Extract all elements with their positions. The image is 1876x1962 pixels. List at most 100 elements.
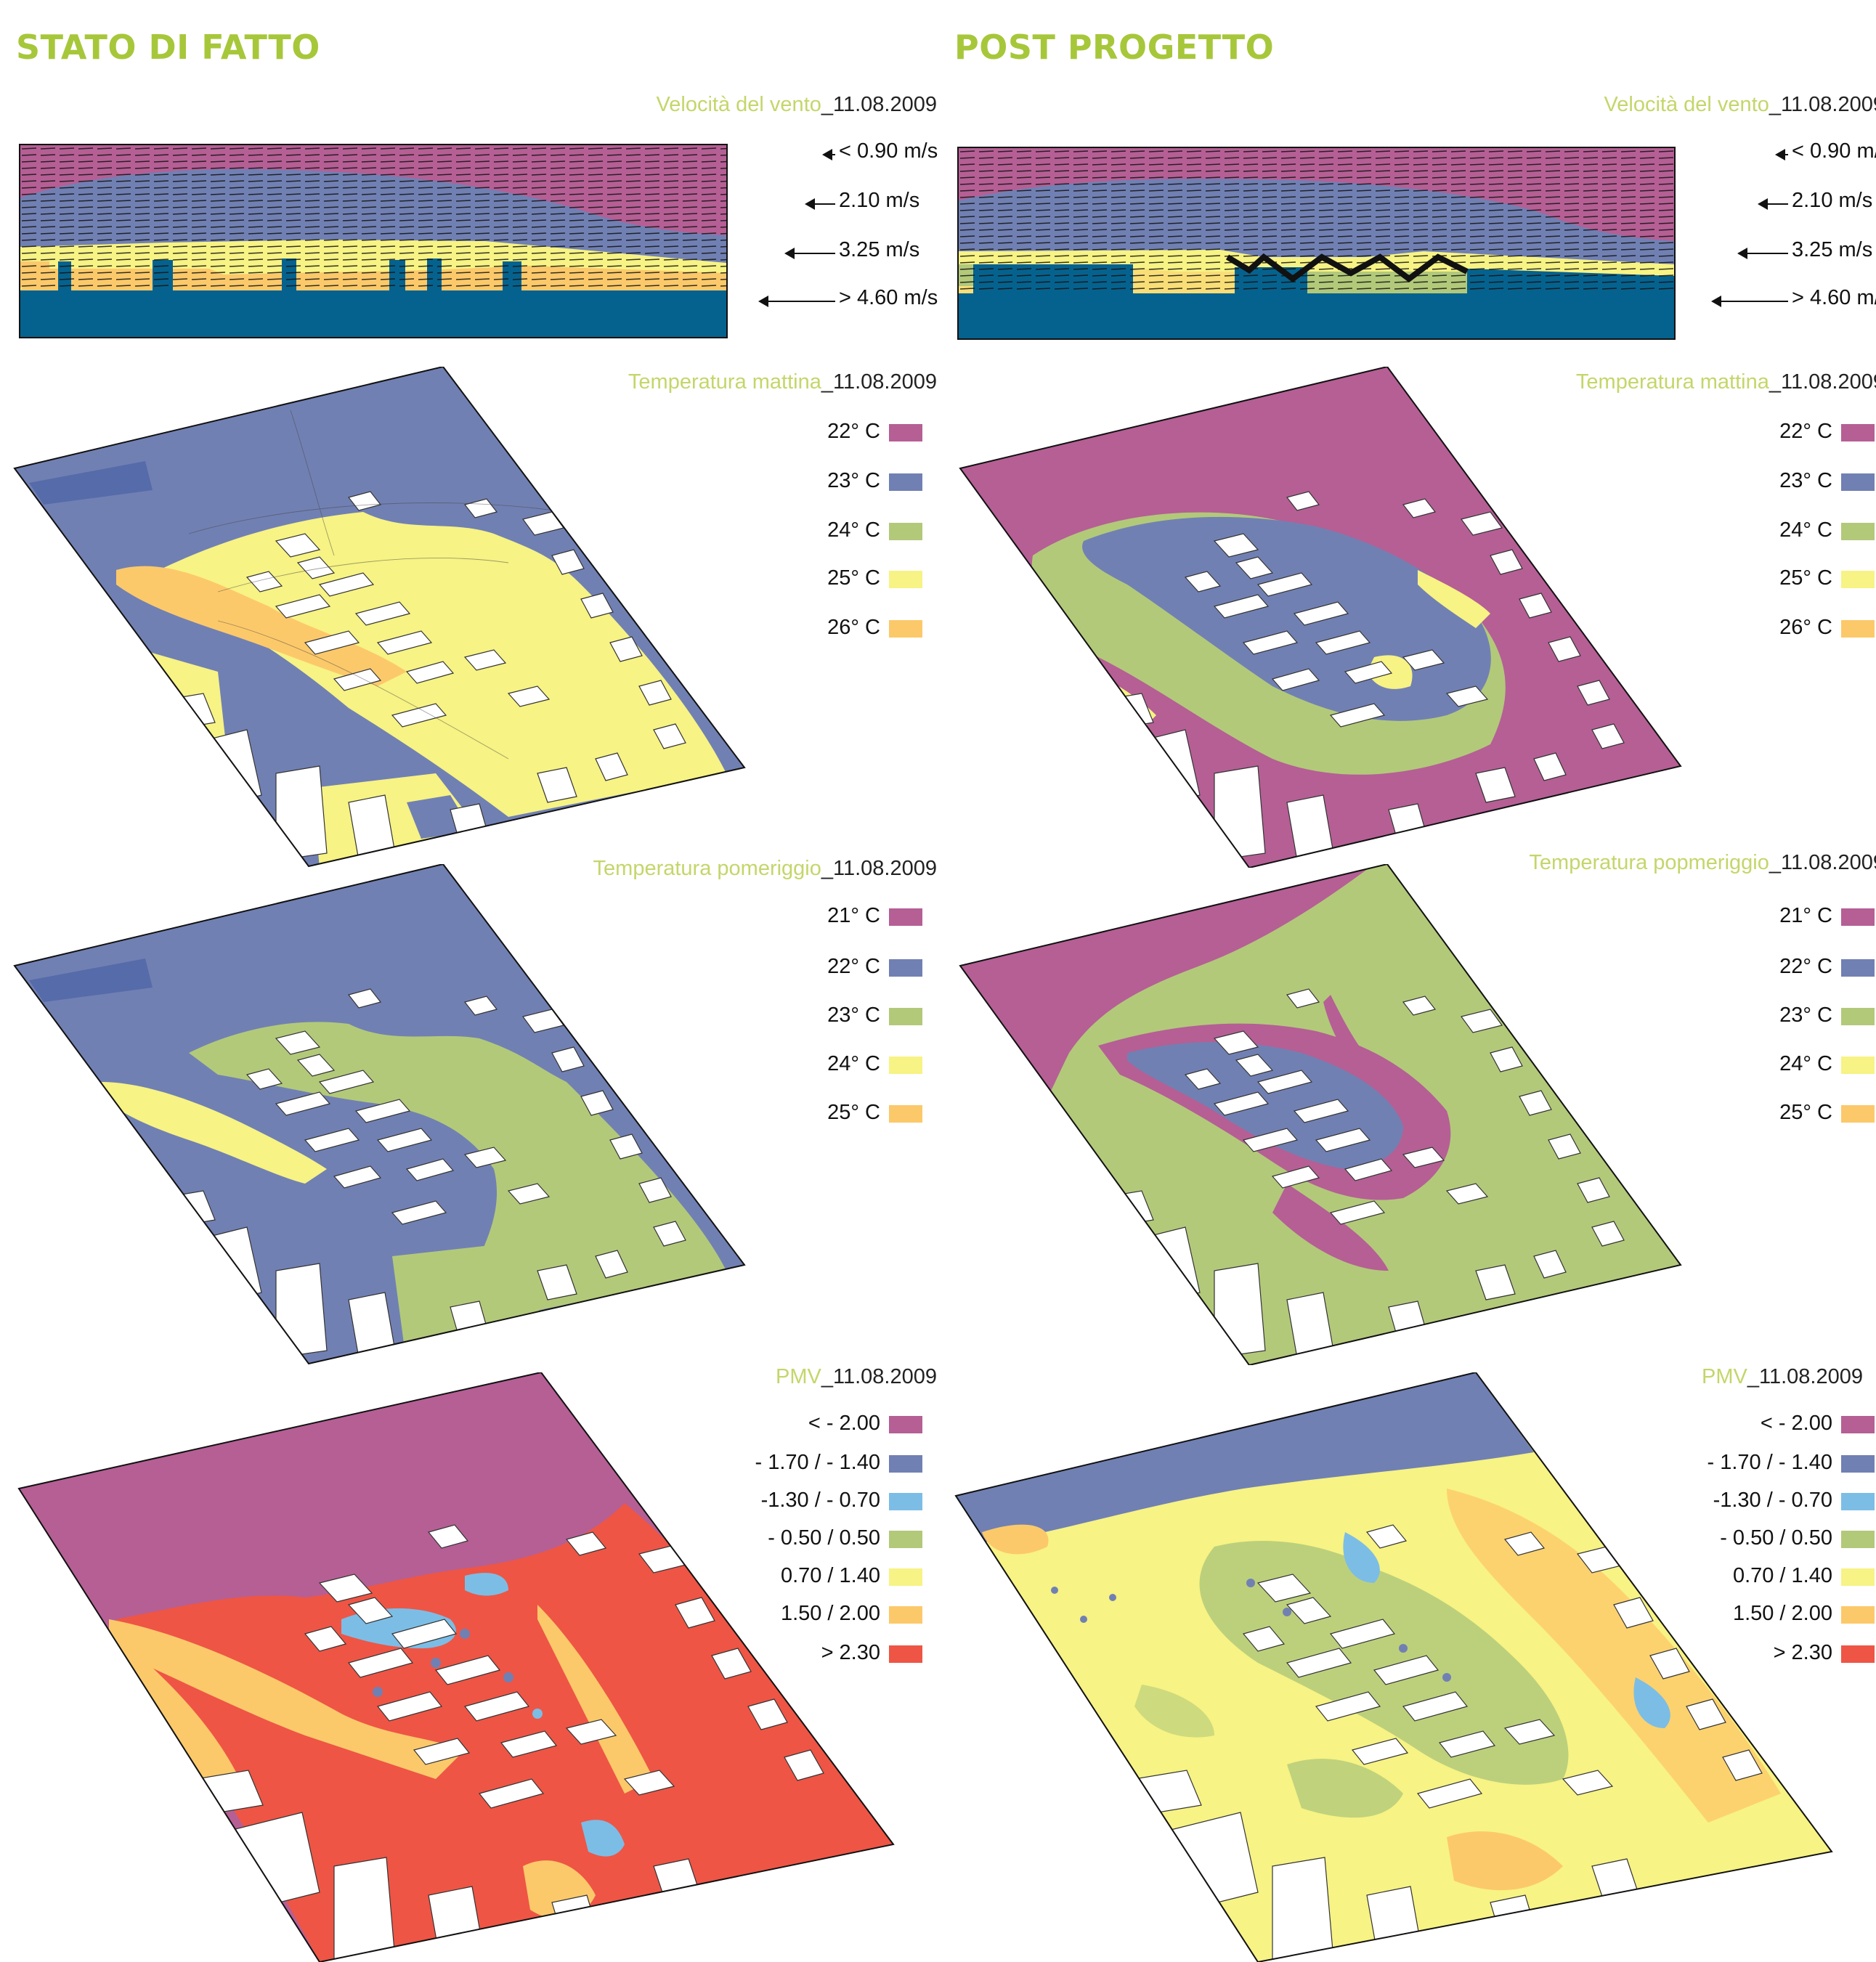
pmv-title: PMV_11.08.2009 xyxy=(1702,1365,1863,1389)
pmv-date: _11.08.2009 xyxy=(821,1365,937,1388)
afternoon-title: Temperatura pomeriggio_11.08.2009 xyxy=(593,857,937,881)
legend-label: 21° C xyxy=(1779,904,1832,927)
legend-label: 1.50 / 2.00 xyxy=(1732,1602,1832,1625)
arrow-left-icon xyxy=(822,149,835,160)
morning-date: _11.08.2009 xyxy=(821,370,937,394)
wind-legend-label: 3.25 m/s xyxy=(1792,238,1873,261)
legend-item: - 0.50 / 0.50 xyxy=(1693,1526,1875,1552)
legend-swatch xyxy=(889,959,922,977)
arrow-left-icon xyxy=(1775,149,1788,160)
wind-legend-item: 2.10 m/s xyxy=(741,189,930,218)
legend-item: 22° C xyxy=(1744,420,1875,446)
wind-legend-label: 3.25 m/s xyxy=(839,238,920,261)
legend-label: 23° C xyxy=(1779,469,1832,492)
wind-date: _11.08.2009 xyxy=(821,93,937,116)
legend-label: 1.50 / 2.00 xyxy=(780,1602,880,1625)
pmv-title: PMV_11.08.2009 xyxy=(776,1365,937,1389)
wind-date: _11.08.2009 xyxy=(1769,93,1876,116)
legend-item: 24° C xyxy=(1744,518,1875,545)
legend-swatch xyxy=(1841,1531,1875,1548)
arrow-left-icon xyxy=(758,296,835,307)
wind-speed-section xyxy=(957,147,1676,340)
legend-item: < - 2.00 xyxy=(741,1412,922,1438)
legend-label: 25° C xyxy=(827,1101,880,1124)
legend-item: -1.30 / - 0.70 xyxy=(741,1489,922,1515)
section-heading: POST PROGETTO xyxy=(954,28,1275,67)
legend-item: 21° C xyxy=(792,904,922,930)
afternoon-date: _11.08.2009 xyxy=(1769,851,1876,874)
legend-label: 22° C xyxy=(827,420,880,443)
legend-item: 25° C xyxy=(1744,566,1875,593)
legend-label: < - 2.00 xyxy=(808,1412,880,1435)
morning-map-graphic xyxy=(959,367,1682,868)
wind-legend-label: > 4.60 m/s xyxy=(1792,286,1876,309)
pmv-map xyxy=(938,1372,1875,1962)
legend-label: 24° C xyxy=(1779,518,1832,542)
legend-item: < - 2.00 xyxy=(1693,1412,1875,1438)
legend-item: 23° C xyxy=(792,469,922,495)
legend-label: 26° C xyxy=(1779,616,1832,639)
section-heading: STATO DI FATTO xyxy=(16,28,320,67)
legend-swatch xyxy=(889,1568,922,1586)
legend-label: 0.70 / 1.40 xyxy=(780,1564,880,1587)
legend-swatch xyxy=(889,1606,922,1624)
legend-swatch xyxy=(889,473,922,491)
pmv-title-text: PMV xyxy=(776,1365,821,1388)
wind-legend-item: < 0.90 m/s xyxy=(741,139,938,168)
wind-legend-label: < 0.90 m/s xyxy=(839,139,938,163)
afternoon-map-graphic xyxy=(959,864,1682,1365)
legend-label: > 2.30 xyxy=(821,1641,880,1664)
legend-item: - 1.70 / - 1.40 xyxy=(1693,1451,1875,1477)
legend-swatch xyxy=(1841,473,1875,491)
legend-label: 22° C xyxy=(1779,955,1832,978)
legend-swatch xyxy=(1841,1568,1875,1586)
legend-label: 25° C xyxy=(1779,1101,1832,1124)
legend-item: 26° C xyxy=(1744,616,1875,642)
wind-legend-item: 3.25 m/s xyxy=(1694,238,1876,267)
legend-label: - 1.70 / - 1.40 xyxy=(1707,1451,1833,1474)
legend-label: 24° C xyxy=(827,518,880,542)
legend-item: > 2.30 xyxy=(1693,1641,1875,1667)
wind-legend-item: > 4.60 m/s xyxy=(1694,286,1876,315)
wind-title-text: Velocità del vento xyxy=(656,93,821,116)
legend-swatch xyxy=(889,571,922,588)
legend-label: > 2.30 xyxy=(1773,1641,1832,1664)
stato-di-fatto-column: STATO DI FATTO Velocità del vento_11.08.… xyxy=(0,0,938,1962)
legend-item: 22° C xyxy=(1744,955,1875,981)
morning-temperature-map xyxy=(938,367,1875,868)
legend-swatch xyxy=(1841,1008,1875,1025)
legend-label: 23° C xyxy=(1779,1004,1832,1027)
afternoon-title-text: Temperatura popmeriggio xyxy=(1529,851,1769,874)
wind-title: Velocità del vento_11.08.2009 xyxy=(1604,93,1876,117)
afternoon-temperature-map xyxy=(938,864,1875,1365)
legend-swatch xyxy=(889,1455,922,1473)
legend-item: 22° C xyxy=(792,420,922,446)
legend-label: - 1.70 / - 1.40 xyxy=(755,1451,881,1474)
legend-item: 21° C xyxy=(1744,904,1875,930)
wind-legend-item: 3.25 m/s xyxy=(741,238,930,267)
legend-label: 21° C xyxy=(827,904,880,927)
legend-swatch xyxy=(889,1008,922,1025)
legend-label: 25° C xyxy=(1779,566,1832,590)
legend-item: 24° C xyxy=(792,518,922,545)
wind-legend-item: > 4.60 m/s xyxy=(741,286,938,315)
arrow-left-icon xyxy=(1711,296,1788,307)
legend-label: 23° C xyxy=(827,469,880,492)
legend-label: 0.70 / 1.40 xyxy=(1732,1564,1832,1587)
legend-label: 26° C xyxy=(827,616,880,639)
pmv-title-text: PMV xyxy=(1702,1365,1747,1388)
legend-item: - 1.70 / - 1.40 xyxy=(741,1451,922,1477)
pmv-date: _11.08.2009 xyxy=(1747,1365,1863,1388)
legend-swatch xyxy=(889,908,922,926)
pmv-map-graphic xyxy=(954,1372,1833,1962)
legend-item: 0.70 / 1.40 xyxy=(1693,1564,1875,1590)
morning-date: _11.08.2009 xyxy=(1769,370,1876,394)
legend-label: 22° C xyxy=(827,955,880,978)
arrow-left-icon xyxy=(784,248,835,259)
legend-item: -1.30 / - 0.70 xyxy=(1693,1489,1875,1515)
afternoon-date: _11.08.2009 xyxy=(821,857,937,880)
arrow-left-icon xyxy=(805,198,835,210)
legend-label: < - 2.00 xyxy=(1760,1412,1832,1435)
morning-title: Temperatura mattina_11.08.2009 xyxy=(1576,370,1876,394)
legend-swatch xyxy=(1841,908,1875,926)
